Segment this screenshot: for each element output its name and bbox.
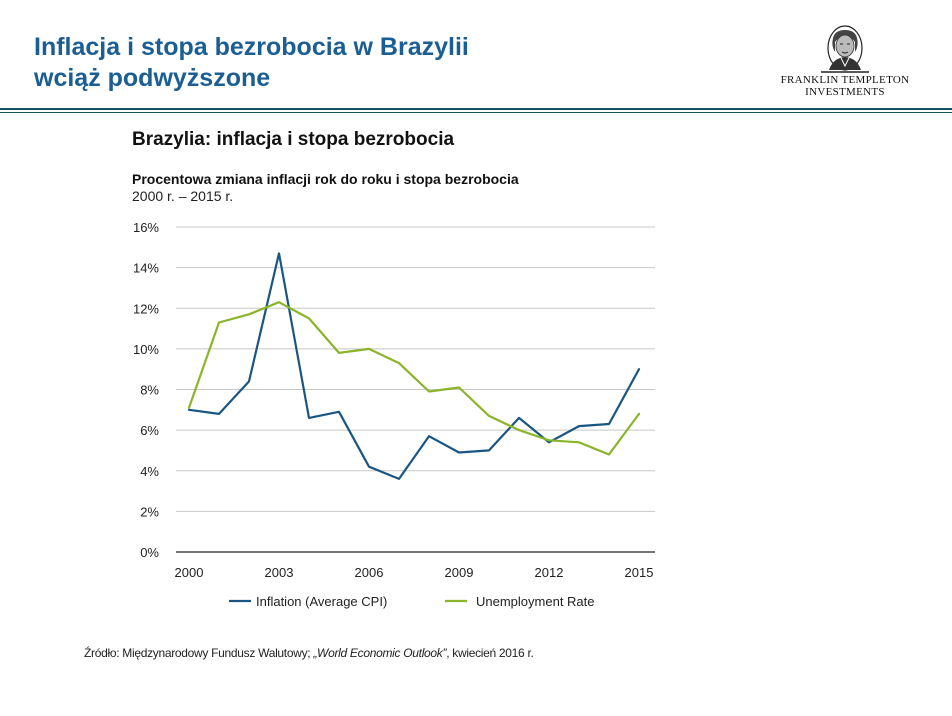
logo-line-1: FRANKLIN TEMPLETON [780,74,910,86]
source-publication: „World Economic Outlook” [313,646,447,660]
legend-layer: Inflation (Average CPI) Unemployment Rate [229,594,595,609]
franklin-templeton-logo: FRANKLIN TEMPLETON INVESTMENTS [770,24,920,102]
source-suffix: , kwiecień 2016 r. [446,646,534,660]
axis-layer: 0% 2% 4% 6% 8% 10% 12% 14% 16% 2000 2003 2006 2009 20… [133,220,655,580]
x-tick-label: 2009 [445,565,474,580]
x-tick-label: 2015 [625,565,654,580]
x-tick-label: 2012 [535,565,564,580]
x-tick-label: 2006 [355,565,384,580]
x-tick-label: 2003 [265,565,294,580]
slide-title: Inflacja i stopa bezrobocia w Brazylii w… [34,32,734,94]
legend-label: Inflation (Average CPI) [256,594,387,609]
x-tick-label: 2000 [175,565,204,580]
y-tick-label: 12% [133,301,159,316]
slide-title-line-2: wciąż podwyższone [34,64,271,92]
y-tick-label: 14% [133,261,159,276]
header-rule-top [0,108,952,110]
benjamin-franklin-portrait-icon [821,25,869,73]
slide-title-line-1: Inflacja i stopa bezrobocia w Brazylii [34,33,469,61]
y-tick-label: 4% [140,464,159,479]
y-tick-label: 0% [140,545,159,560]
y-tick-label: 8% [140,383,159,398]
y-tick-label: 6% [140,423,159,438]
series-layer [187,252,641,480]
grid-layer [176,226,655,512]
series-line-unemployment [187,301,641,456]
y-tick-label: 2% [140,504,159,519]
y-tick-label: 16% [133,220,159,235]
y-tick-label: 10% [133,342,159,357]
header-rule-bottom [0,112,952,113]
source-note: Źródło: Międzynarodowy Fundusz Walutowy;… [84,646,534,660]
chart-subtitle: Procentowa zmiana inflacji rok do roku i… [132,171,519,187]
series-line-inflation [187,252,641,480]
legend-label: Unemployment Rate [476,594,595,609]
logo-line-2: INVESTMENTS [805,86,885,98]
source-prefix: Źródło: Międzynarodowy Fundusz Walutowy; [84,646,314,660]
chart-period: 2000 r. – 2015 r. [132,188,234,204]
chart-title: Brazylia: inflacja i stopa bezrobocia [132,129,455,150]
